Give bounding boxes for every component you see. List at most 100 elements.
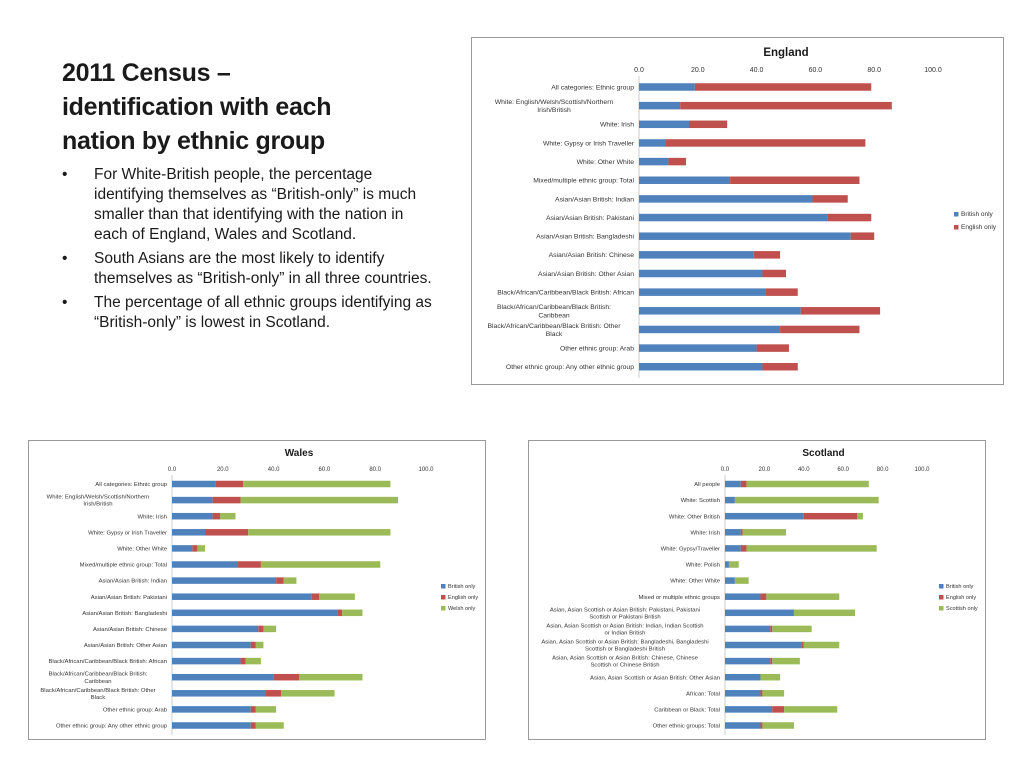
x-tick-label: 0.0 — [721, 467, 730, 473]
bar-segment — [725, 673, 761, 681]
bar-segment — [281, 690, 335, 697]
category-label: Asian, Asian Scottish or Asian British: … — [552, 656, 698, 669]
category-label: Asian, Asian Scottish or Asian British: … — [590, 675, 720, 681]
bar-segment — [299, 673, 363, 681]
bar-segment — [725, 545, 741, 552]
bar-segment — [639, 325, 781, 334]
category-label: White: Gypsy or Irish Traveller — [88, 530, 167, 536]
category-label: Asian, Asian Scottish or Asian British: … — [541, 640, 708, 653]
bar-segment — [770, 625, 773, 633]
bar-segment — [665, 139, 866, 147]
category-label: Mixed/multiple ethnic group: Total — [533, 178, 634, 185]
category-label: All categories: Ethnic group — [551, 84, 634, 91]
x-tick-label: 80.0 — [369, 467, 381, 473]
bar-segment — [780, 325, 860, 334]
category-label: White: Scottish — [681, 498, 720, 504]
category-label: Asian/Asian British: Pakistani — [546, 215, 635, 222]
category-label: Other ethnic groups: Total — [653, 724, 720, 730]
x-tick-label: 0.0 — [634, 67, 644, 74]
bar-segment — [243, 480, 391, 488]
category-label: White: Irish — [138, 514, 167, 520]
bar-segment — [260, 561, 381, 568]
legend-swatch — [441, 595, 446, 600]
bar-segment — [255, 722, 284, 729]
bar-segment — [172, 561, 239, 568]
bar-segment — [250, 641, 256, 649]
x-tick-label: 60.0 — [837, 467, 849, 473]
legend-swatch — [954, 225, 959, 230]
legend-label: Welsh only — [448, 606, 475, 612]
england-chart: England 0.0 20.0 40.0 60.0 80.0 100.0 All categ… — [471, 37, 1004, 385]
bar-segment — [639, 120, 689, 129]
x-tick-label: 100.0 — [418, 467, 434, 473]
bar-segment — [283, 577, 297, 584]
x-tick-label: 20.0 — [759, 467, 771, 473]
england-chart-svg: England 0.0 20.0 40.0 60.0 80.0 100.0 All categ… — [488, 47, 997, 378]
category-label: Other ethnic group: Arab — [560, 345, 634, 352]
bar-segment — [668, 157, 687, 166]
bar-segment — [803, 512, 857, 520]
x-tick-label: 60.0 — [809, 67, 823, 74]
bar-segment — [263, 625, 277, 633]
category-label: White: English/Welsh/Scottish/Northern Ir… — [47, 495, 150, 508]
category-label: Asian/Asian British: Other Asian — [538, 271, 634, 278]
bar-segment — [793, 609, 856, 617]
category-label: Other ethnic group: Any other ethnic gro… — [506, 364, 634, 371]
bar-segment — [803, 641, 840, 649]
bullet-marker: • — [62, 250, 68, 267]
x-tick-label: 100.0 — [924, 67, 942, 74]
bar-segment — [725, 609, 794, 617]
bar-segment — [240, 496, 399, 504]
bar-segment — [725, 722, 761, 729]
category-label: White: Other White — [117, 546, 167, 552]
category-label-line: Irish/British — [537, 107, 571, 114]
bar-segment — [725, 577, 735, 584]
bar-segment — [753, 251, 781, 259]
category-label: Mixed/multiple ethnic group: Total — [80, 563, 167, 569]
bar-segment — [760, 690, 763, 697]
bullet-marker: • — [62, 166, 68, 183]
category-label-line: Asian, Asian Scottish or Asian British: … — [541, 640, 708, 646]
bar-segment — [172, 690, 266, 697]
bullet-text: For White-British people, the percentage… — [94, 166, 417, 243]
category-label: Caribbean or Black: Total — [654, 707, 720, 713]
slide-title-line: identification with each — [62, 93, 332, 121]
x-tick-label: 40.0 — [798, 467, 810, 473]
bar-segment — [212, 496, 241, 504]
bar-segment — [172, 496, 213, 504]
legend-swatch — [441, 584, 446, 589]
bar-segment — [827, 213, 872, 222]
category-label-line: Caribbean — [84, 679, 111, 685]
bar-segment — [762, 722, 794, 729]
category-label-line: Black — [91, 695, 105, 701]
bar-segment — [172, 529, 206, 536]
bar-segment — [172, 480, 216, 488]
slide-title-line: nation by ethnic group — [62, 127, 325, 155]
category-label-line: Asian, Asian Scottish or Asian British: … — [550, 607, 700, 613]
category-label: White: Gypsy or Irish Traveller — [543, 140, 635, 147]
bar-segment — [319, 593, 355, 600]
bar-segment — [680, 101, 892, 110]
bar-segment — [258, 625, 264, 633]
bar-segment — [639, 83, 695, 91]
category-label: Asian/Asian British: Chinese — [93, 627, 168, 633]
bar-segment — [172, 593, 312, 600]
legend-label: English only — [961, 224, 997, 231]
bar-segment — [172, 512, 213, 520]
category-label: Asian/Asian British: Pakistani — [91, 595, 167, 601]
bar-segment — [639, 139, 666, 147]
x-tick-label: 60.0 — [319, 467, 331, 473]
category-label: White: Irish — [600, 122, 634, 129]
bar-segment — [639, 344, 757, 352]
bar-segment — [276, 577, 284, 584]
bar-segment — [740, 480, 747, 488]
category-label: Black/African/Caribbean/Black British: O… — [40, 688, 155, 701]
legend-label: English only — [448, 595, 478, 601]
bar-segment — [639, 307, 801, 315]
bar-segment — [240, 657, 246, 665]
bar-segment — [238, 561, 261, 568]
bar-segment — [762, 690, 785, 697]
bar-segment — [772, 625, 812, 633]
bullet-item: • For White-British people, the percenta… — [62, 165, 432, 245]
legend-swatch — [939, 595, 944, 600]
